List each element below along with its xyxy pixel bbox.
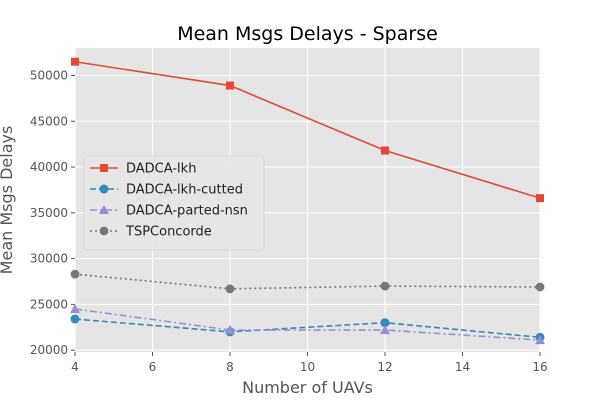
data-point (535, 335, 545, 345)
data-point (225, 284, 235, 294)
data-point (226, 81, 234, 90)
series-dadca-lkh (71, 57, 544, 203)
y-tick-label: 25000 (30, 297, 68, 311)
y-tick-label: 45000 (30, 114, 68, 128)
legend-marker (99, 205, 109, 214)
x-tick-label: 16 (532, 360, 547, 374)
y-axis-label: Mean Msgs Delays (0, 126, 16, 275)
legend: DADCA-lkh DADCA-lkh-cutted DADCA-parted-ns… (83, 155, 265, 251)
legend-marker (99, 184, 109, 194)
y-tick-label: 20000 (30, 343, 68, 357)
data-point (70, 314, 80, 324)
data-point (71, 57, 79, 66)
data-point (535, 282, 545, 292)
series-line (74, 308, 541, 341)
data-point (536, 194, 544, 203)
x-tick-label: 12 (377, 360, 392, 374)
x-tick-label: 10 (300, 360, 315, 374)
data-point (380, 325, 390, 335)
series-tspconcorde (70, 269, 545, 294)
data-point (225, 325, 235, 335)
x-tick-label: 8 (226, 360, 234, 374)
legend-marker (100, 164, 108, 172)
x-tick-label: 6 (149, 360, 157, 374)
axis-ticks: 4 6 8 10 12 14 16 20000 25000 30000 35000 40000 4500… (30, 68, 548, 374)
legend-label: TSPConcorde (125, 225, 212, 240)
y-tick-label: 40000 (30, 160, 68, 174)
legend-label: DADCA-lkh (126, 162, 196, 177)
legend-item: DADCA-lkh (90, 162, 196, 177)
legend-marker (99, 226, 109, 236)
legend-item: DADCA-lkh-cutted (90, 183, 243, 198)
legend-item: TSPConcorde (90, 225, 212, 240)
data-point (70, 269, 80, 279)
series-dadca-parted-nsn (70, 303, 545, 345)
series-line (74, 60, 541, 199)
series-layer (70, 57, 545, 345)
legend-label: DADCA-parted-nsn (126, 204, 248, 219)
series-line (74, 318, 541, 339)
x-tick-label: 4 (71, 360, 79, 374)
data-point (380, 318, 390, 328)
y-tick-label: 35000 (30, 206, 68, 220)
x-axis-label: Number of UAVs (242, 378, 373, 397)
data-point (380, 281, 390, 291)
y-tick-label: 30000 (30, 252, 68, 266)
legend-item: DADCA-parted-nsn (90, 204, 248, 219)
legend-label: DADCA-lkh-cutted (126, 183, 243, 198)
data-point (70, 303, 80, 313)
data-point (381, 146, 389, 155)
legend-frame (83, 155, 265, 251)
x-tick-label: 14 (455, 360, 470, 374)
y-tick-label: 50000 (30, 68, 68, 82)
chart-title: Mean Msgs Delays - Sparse (177, 23, 438, 45)
